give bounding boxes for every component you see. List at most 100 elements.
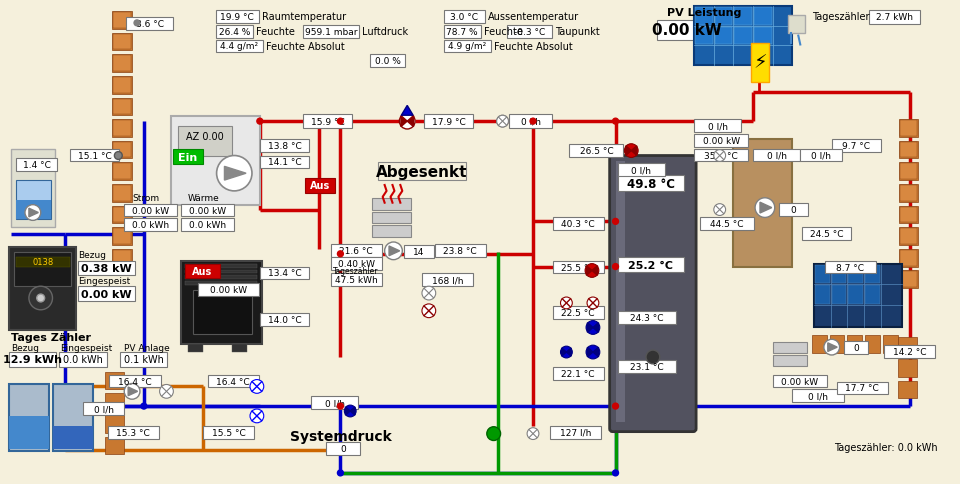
FancyBboxPatch shape [83,402,124,415]
FancyBboxPatch shape [900,164,917,180]
FancyBboxPatch shape [617,360,677,373]
Text: 14: 14 [414,247,424,257]
FancyBboxPatch shape [181,204,234,217]
FancyBboxPatch shape [105,415,124,433]
FancyBboxPatch shape [700,218,755,231]
FancyBboxPatch shape [424,115,473,129]
Text: Eingespeist: Eingespeist [60,343,112,352]
Circle shape [29,287,53,310]
FancyBboxPatch shape [311,396,358,409]
FancyBboxPatch shape [617,257,684,273]
Text: 13.8 °C: 13.8 °C [268,141,301,151]
Text: 12.9 kWh: 12.9 kWh [3,355,62,364]
FancyBboxPatch shape [198,284,259,296]
FancyBboxPatch shape [865,335,880,353]
FancyBboxPatch shape [54,385,93,452]
FancyBboxPatch shape [10,416,49,450]
Text: 0: 0 [340,444,346,454]
FancyBboxPatch shape [113,56,132,72]
FancyBboxPatch shape [126,18,174,30]
Text: 17.9 °C: 17.9 °C [432,118,466,126]
Circle shape [588,297,599,309]
FancyBboxPatch shape [60,352,107,367]
Text: 8.7 °C: 8.7 °C [836,263,864,272]
FancyBboxPatch shape [900,121,917,136]
Text: 1.4 °C: 1.4 °C [23,161,51,170]
FancyBboxPatch shape [825,261,876,274]
Circle shape [385,242,402,260]
Text: 47.5 kWh: 47.5 kWh [335,276,377,285]
Text: 21.6 °C: 21.6 °C [339,246,372,256]
FancyBboxPatch shape [113,78,132,93]
FancyBboxPatch shape [10,385,49,452]
FancyBboxPatch shape [216,11,259,24]
FancyBboxPatch shape [773,355,807,366]
FancyBboxPatch shape [899,206,918,224]
FancyBboxPatch shape [849,265,863,284]
Text: 13.4 °C: 13.4 °C [268,269,301,278]
FancyBboxPatch shape [899,163,918,181]
Polygon shape [225,167,246,181]
FancyBboxPatch shape [109,375,160,388]
Text: 3.0 °C: 3.0 °C [450,13,478,22]
Text: Systemdruck: Systemdruck [290,429,392,443]
Circle shape [114,152,122,160]
Circle shape [159,385,174,398]
Text: Tageszähler: 0.0 kWh: Tageszähler: 0.0 kWh [833,442,937,453]
Text: 0 l/h: 0 l/h [767,151,786,160]
Circle shape [422,304,436,318]
Text: Feuchte Absolut: Feuchte Absolut [266,42,345,52]
FancyBboxPatch shape [112,184,132,202]
Text: Tages Zähler: Tages Zähler [12,333,91,343]
FancyBboxPatch shape [444,26,481,39]
Text: Tageszähler: Tageszähler [812,12,870,22]
FancyBboxPatch shape [836,382,888,394]
FancyBboxPatch shape [831,286,847,304]
Text: Luftdruck: Luftdruck [362,27,408,37]
FancyBboxPatch shape [773,375,827,388]
Text: Feuchte: Feuchte [256,27,295,37]
FancyBboxPatch shape [694,150,748,162]
FancyBboxPatch shape [751,44,769,83]
FancyBboxPatch shape [330,274,382,287]
FancyBboxPatch shape [715,8,732,26]
FancyBboxPatch shape [325,442,360,455]
FancyBboxPatch shape [377,163,467,181]
Circle shape [250,380,264,393]
FancyBboxPatch shape [113,13,132,29]
Circle shape [399,114,415,130]
Text: 0.0 %: 0.0 % [374,57,400,66]
Text: 0.00 kW: 0.00 kW [189,206,227,215]
Text: 9.7 °C: 9.7 °C [842,141,871,151]
Circle shape [338,251,344,257]
Circle shape [257,119,263,125]
FancyBboxPatch shape [787,16,805,33]
Text: 168 l/h: 168 l/h [432,276,464,285]
Circle shape [496,116,509,128]
FancyBboxPatch shape [305,179,334,194]
FancyBboxPatch shape [657,21,718,41]
Text: Tageszähler: Tageszähler [332,266,378,275]
Text: 2.7 kWh: 2.7 kWh [876,14,913,22]
Text: 0.00 kW: 0.00 kW [82,289,132,299]
Text: 4.4 g/m²: 4.4 g/m² [220,43,258,51]
FancyBboxPatch shape [112,77,132,94]
Text: Aus: Aus [192,266,212,276]
FancyBboxPatch shape [372,198,411,210]
FancyBboxPatch shape [899,184,918,202]
Polygon shape [389,246,399,256]
Text: 0.00 kW: 0.00 kW [132,206,169,215]
Circle shape [134,21,140,27]
FancyBboxPatch shape [16,200,51,220]
FancyBboxPatch shape [553,218,604,231]
Text: 0 l/h: 0 l/h [811,151,831,160]
Text: 14.2 °C: 14.2 °C [893,348,926,356]
Text: 16.4 °C: 16.4 °C [217,377,251,386]
FancyBboxPatch shape [694,120,741,133]
Circle shape [612,470,618,476]
Text: Raumtemperatur: Raumtemperatur [262,13,346,22]
FancyBboxPatch shape [16,181,51,220]
Text: Aus: Aus [310,181,330,191]
Text: Wärme: Wärme [188,194,220,203]
Text: 78.7 %: 78.7 % [446,28,478,37]
